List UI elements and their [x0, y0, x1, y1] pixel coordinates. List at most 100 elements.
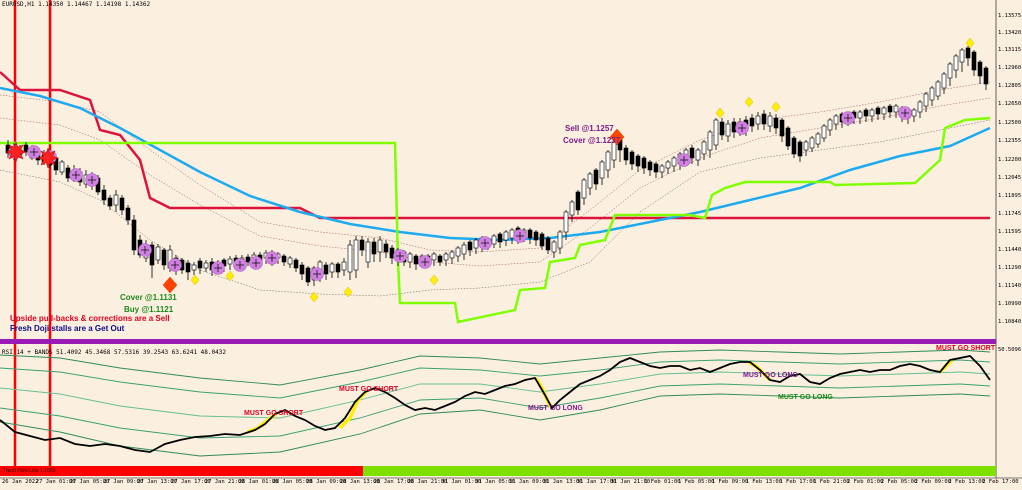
candle-body	[107, 197, 113, 207]
candle-body	[857, 111, 863, 119]
symbol-info: EURUSD,H1 1.14350 1.14467 1.14198 1.1436…	[2, 1, 151, 8]
indicator-scale-label: 50.5096	[998, 347, 1022, 353]
price-tick-label: 1.11140	[998, 283, 1022, 289]
rsi-annotation-short-3: MUST GO SHORT	[936, 345, 996, 352]
candle-body	[125, 207, 131, 221]
candle-body	[245, 256, 251, 263]
time-tick-label: 28 Jan 05:00	[272, 479, 313, 485]
candle-body	[335, 263, 341, 273]
candle-body	[725, 123, 731, 137]
candle-body	[983, 67, 989, 85]
time-tick-label: 1 Feb 09:00	[711, 479, 749, 485]
rsi-band-lower-mid	[0, 383, 991, 439]
candle-body	[581, 179, 587, 199]
price-tick-label: 1.13575	[998, 13, 1022, 19]
candle-body	[551, 241, 557, 253]
time-tick-label: 31 Jan 13:00	[542, 479, 583, 485]
candle-body	[383, 243, 389, 253]
candle-body	[719, 121, 725, 136]
starburst-icon	[37, 147, 59, 169]
starburst-icon	[5, 141, 27, 163]
diamond-signal-icon	[965, 37, 975, 49]
time-tick-label: 31 Jan 05:00	[475, 479, 515, 485]
price-tick-label: 1.10990	[998, 301, 1022, 307]
candle-body	[623, 147, 629, 161]
time-tick-label: 2 Feb 01:00	[847, 479, 884, 485]
diamond-signal-icon	[343, 286, 353, 298]
candle-body	[545, 237, 551, 251]
time-tick-label: 1 Feb 01:00	[644, 479, 681, 485]
rule-sell-text: Upside pull-backs & corrections are a Se…	[10, 314, 170, 323]
candle-body	[473, 239, 479, 249]
candle-body	[611, 141, 617, 161]
price-tick-label: 1.12200	[998, 157, 1022, 163]
candle-body	[965, 47, 971, 59]
candle-body	[821, 125, 827, 139]
candle-body	[197, 260, 203, 269]
candle-body	[503, 231, 509, 241]
candle-body	[293, 259, 299, 269]
rsi-annotation-short-1: MUST GO SHORT	[244, 410, 304, 417]
rsi-band-middle	[0, 371, 991, 419]
time-tick-label: 27 Jan 21:00	[204, 479, 245, 485]
upper-envelope-band	[0, 81, 991, 253]
candle-body	[881, 107, 887, 115]
candle-body	[833, 115, 839, 125]
candle-body	[161, 249, 167, 266]
indicator-info: RSI 14 + BANDS 51.4092 45.3468 57.5316 3…	[2, 349, 226, 356]
candle-body	[959, 49, 965, 63]
candle-body	[191, 264, 197, 271]
downtrend-line	[0, 71, 990, 220]
candle-body	[971, 51, 977, 71]
diamond-signal-icon	[309, 291, 319, 303]
rsi-annotation-long-3: MUST GO LONG	[778, 394, 833, 401]
candle-body	[305, 267, 311, 283]
time-tick-label: 2 Feb 13:00	[948, 479, 985, 485]
candle-body	[359, 239, 365, 251]
candle-body	[689, 147, 695, 159]
trend-flow-line	[0, 116, 991, 324]
candle-body	[701, 141, 707, 155]
price-tick-label: 1.12500	[998, 120, 1022, 126]
candle-body	[113, 194, 119, 206]
rsi-band-upper	[0, 349, 991, 386]
candle-body	[185, 262, 191, 273]
time-tick-label: 28 Jan 01:00	[238, 479, 279, 485]
diamond-signal-icon	[744, 96, 754, 108]
price-tick-label: 1.11895	[998, 193, 1022, 199]
candle-body	[653, 163, 659, 173]
candle-body	[341, 261, 347, 271]
status-bar-text: Trend Flow Line 1.1008	[3, 468, 56, 474]
rsi-band-upper-mid	[0, 359, 991, 399]
time-tick-label: 27 Jan 09:00	[103, 479, 144, 485]
time-tick-label: 1 Feb 13:00	[745, 479, 783, 485]
time-tick-label: 2 Feb 09:00	[914, 479, 952, 485]
candle-body	[923, 93, 929, 107]
diamond-signal-icon	[225, 270, 235, 282]
time-tick-label: 2 Feb 05:00	[880, 479, 918, 485]
candle-body	[449, 251, 455, 259]
price-scale[interactable]: 1.13575 1.13420 1.13115 1.12960 1.12805 1.126…	[996, 0, 1022, 490]
diamond-signal-icon	[715, 107, 725, 119]
time-tick-label: 2 Feb 17:00	[982, 479, 1019, 485]
sell-diamond-icon	[162, 276, 178, 294]
price-tick-label: 1.10840	[998, 319, 1022, 325]
candle-body	[329, 263, 335, 273]
time-tick-label: 28 Jan 13:00	[340, 479, 380, 485]
cover-annotation-bottom: Cover @1.1131	[120, 293, 177, 302]
rsi-band-lower	[0, 393, 991, 457]
candle-body	[863, 109, 869, 117]
cover-annotation-top: Cover @1.1237	[563, 136, 621, 145]
diamond-signal-icon	[429, 274, 439, 286]
candle-body	[779, 119, 785, 137]
candle-body	[323, 264, 329, 275]
candle-body	[941, 73, 947, 89]
candle-body	[59, 161, 65, 173]
candle-body	[413, 255, 419, 265]
candle-body	[227, 258, 233, 265]
candle-body	[437, 255, 443, 263]
pane-separator[interactable]	[0, 339, 996, 344]
upper-envelope-band	[0, 97, 991, 267]
